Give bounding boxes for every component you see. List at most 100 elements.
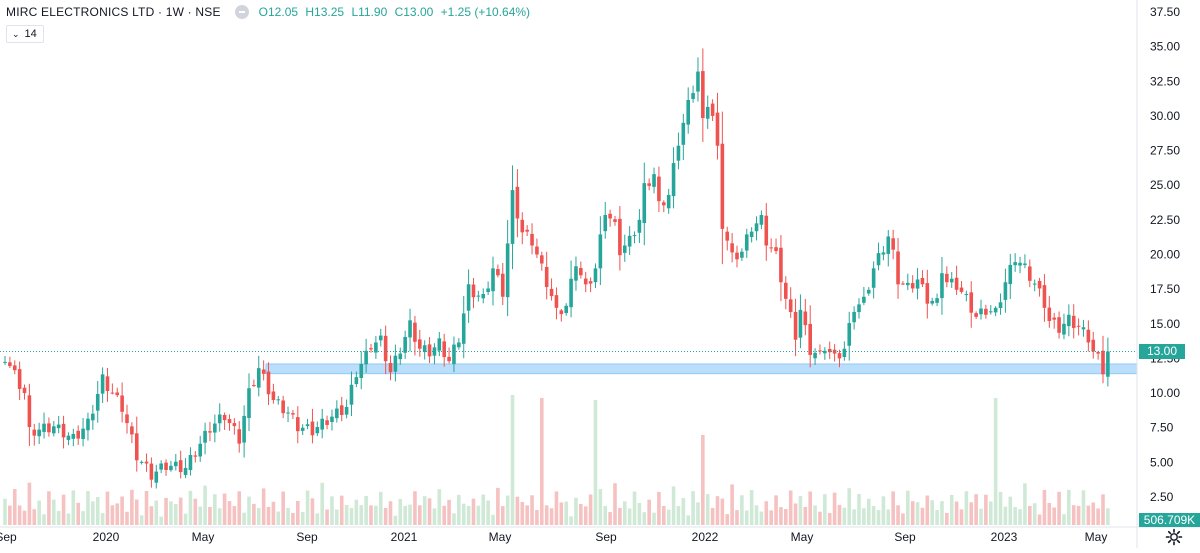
symbol-title[interactable]: MIRC ELECTRONICS LTD · 1W · NSE (6, 5, 221, 19)
candle-body (642, 183, 647, 224)
candle-body (115, 392, 120, 396)
candle-body (418, 339, 422, 349)
volume-bar (852, 509, 856, 525)
candle-body (291, 413, 295, 415)
volume-bar (945, 512, 949, 525)
volume-bar (642, 512, 647, 525)
candle-body (715, 112, 720, 146)
candle-body (1096, 352, 1100, 354)
minus-icon[interactable] (234, 5, 249, 19)
volume-bar (974, 494, 978, 525)
volume-bar (827, 513, 832, 525)
candle-body (383, 335, 388, 362)
candle-body (1003, 282, 1008, 300)
candle-body (310, 421, 315, 436)
volume-bar (193, 498, 198, 525)
candle-body (461, 313, 466, 344)
volume-bar (1018, 509, 1022, 525)
volume-bar (520, 501, 525, 525)
candle-body (1081, 327, 1086, 330)
volume-bar (476, 505, 481, 525)
candle-body (159, 463, 163, 470)
candle-body (1067, 314, 1071, 327)
candle-body (540, 255, 544, 264)
volume-bar (613, 483, 617, 525)
volume-bar (32, 509, 37, 525)
volume-bar (339, 495, 344, 525)
candle-body (52, 426, 56, 434)
x-tick-label: May (192, 530, 215, 544)
candle-body (378, 335, 383, 341)
gear-icon[interactable] (1164, 527, 1184, 547)
candle-body (764, 215, 769, 246)
candle-body (266, 371, 271, 395)
candle-body (276, 399, 281, 401)
volume-bar (544, 505, 549, 525)
y-tick-label: 25.00 (1150, 178, 1180, 192)
candle-body (300, 427, 305, 431)
candle-body (891, 238, 895, 250)
candle-body (61, 423, 66, 438)
y-tick-label: 30.00 (1150, 109, 1180, 123)
candle-body (593, 268, 598, 283)
volume-bar (979, 508, 983, 525)
candle-body (515, 186, 520, 219)
candle-body (130, 426, 134, 435)
volume-bar (964, 491, 969, 525)
volume-bar (1071, 505, 1076, 525)
volume-bar (769, 510, 773, 525)
candle-body (701, 71, 705, 119)
candle-body (647, 183, 651, 186)
volume-bar (95, 496, 100, 525)
candle-body (1047, 307, 1052, 322)
candle-body (823, 350, 827, 354)
volume-bar (803, 506, 808, 525)
candle-body (125, 414, 129, 424)
candle-body (500, 273, 505, 297)
volume-bar (17, 505, 22, 525)
candle-body (398, 353, 403, 360)
candle-body (681, 122, 686, 145)
last-price-label: 13.00 (1139, 343, 1185, 359)
volume-bar (364, 495, 368, 525)
volume-bar (500, 506, 505, 525)
candle-body (788, 299, 793, 313)
indicator-legend[interactable]: ⌄ 14 (6, 25, 44, 43)
candle-body (613, 219, 617, 222)
volume-bar (988, 501, 993, 525)
candle-body (930, 300, 934, 304)
candle-body (252, 385, 256, 387)
candle-body (364, 350, 368, 365)
volume-bar (315, 513, 320, 525)
volume-bar (993, 398, 998, 525)
chevron-down-icon[interactable]: ⌄ (12, 28, 20, 39)
volume-bar (457, 494, 461, 525)
volume-bar (779, 507, 783, 525)
volume-bar (178, 497, 183, 525)
candle-body (1091, 339, 1096, 352)
candle-body (1076, 325, 1081, 327)
volume-bar (949, 494, 954, 525)
volume-bar (237, 491, 242, 525)
volume-bar (549, 508, 554, 525)
candle-body (1062, 323, 1066, 335)
volume-bar (920, 507, 925, 525)
candle-body (271, 391, 276, 400)
volume-bar (100, 513, 105, 525)
candle-body (696, 71, 700, 92)
candle-body (447, 356, 451, 362)
candle-body (910, 283, 915, 289)
candle-body (169, 465, 173, 471)
volume-bar (174, 503, 178, 525)
candle-body (754, 223, 759, 232)
candle-body (559, 310, 564, 315)
candle-body (940, 273, 944, 299)
candle-body (1023, 263, 1027, 265)
candle-body (339, 405, 344, 416)
candle-body (827, 348, 832, 353)
volume-bar (437, 489, 442, 525)
volume-bar (535, 509, 539, 525)
volume-bar (725, 514, 730, 525)
